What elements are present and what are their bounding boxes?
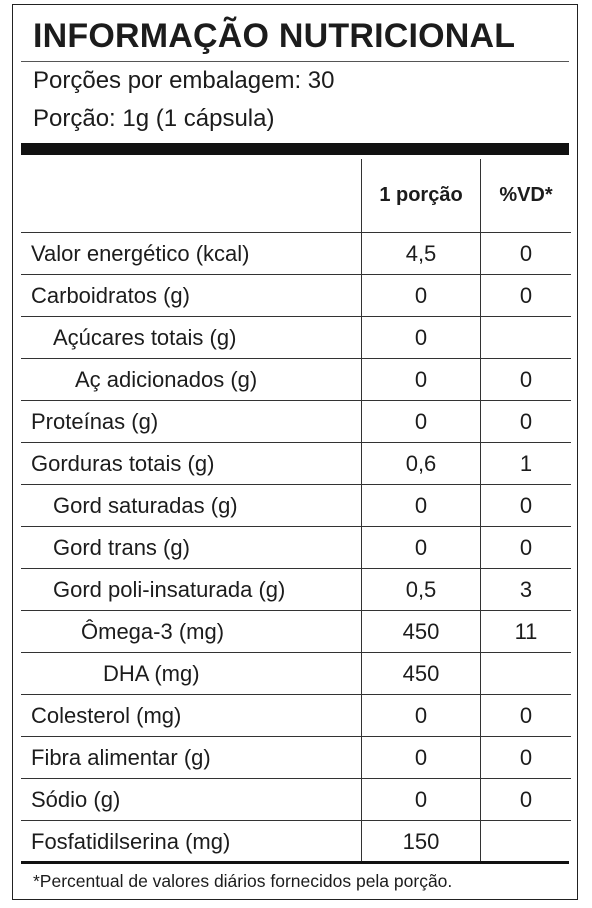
nutrient-portion: 150: [361, 820, 481, 862]
nutrient-name: Sódio (g): [21, 778, 362, 821]
nutrient-dv: [480, 652, 571, 695]
nutrient-name: Aç adicionados (g): [21, 358, 362, 401]
nutrient-name: Gorduras totais (g): [21, 442, 362, 485]
header-dv: %VD*: [480, 159, 571, 233]
nutrient-portion: 0: [361, 694, 481, 737]
table-header-row: 1 porção %VD*: [21, 159, 571, 233]
nutrient-name: Gord saturadas (g): [21, 484, 362, 527]
table-row: Ômega-3 (mg) 450 11: [21, 610, 571, 653]
nutrient-portion: 0: [361, 316, 481, 359]
nutrient-portion: 450: [361, 610, 481, 653]
table-row: Gord saturadas (g) 0 0: [21, 484, 571, 527]
nutrient-dv: [480, 820, 571, 862]
title-divider: [21, 61, 569, 62]
table-row: Fosfatidilserina (mg) 150: [21, 820, 571, 862]
table-row: Colesterol (mg) 0 0: [21, 694, 571, 737]
table-row: Açúcares totais (g) 0: [21, 316, 571, 359]
nutrient-dv: 0: [480, 232, 571, 275]
nutrient-dv: 0: [480, 778, 571, 821]
thick-divider: [21, 143, 569, 155]
nutrient-dv: 0: [480, 484, 571, 527]
nutrient-portion: 0: [361, 736, 481, 779]
nutrient-name: Colesterol (mg): [21, 694, 362, 737]
nutrient-name: Açúcares totais (g): [21, 316, 362, 359]
table-row: DHA (mg) 450: [21, 652, 571, 695]
nutrition-facts-label: INFORMAÇÃO NUTRICIONAL Porções por embal…: [12, 4, 578, 900]
table-row: Carboidratos (g) 0 0: [21, 274, 571, 317]
nutrient-portion: 0,5: [361, 568, 481, 611]
table-row: Proteínas (g) 0 0: [21, 400, 571, 443]
nutrient-portion: 0: [361, 484, 481, 527]
serving-size: Porção: 1g (1 cápsula): [33, 105, 275, 132]
nutrient-name: Fosfatidilserina (mg): [31, 828, 231, 854]
nutrient-portion: 0: [361, 400, 481, 443]
nutrient-name: Proteínas (g): [21, 400, 362, 443]
nutrient-portion: 0,6: [361, 442, 481, 485]
nutrient-portion: 0: [361, 778, 481, 821]
table-row: Aç adicionados (g) 0 0: [21, 358, 571, 401]
nutrient-name: Gord poli-insaturada (g): [21, 568, 362, 611]
table-row: Gorduras totais (g) 0,6 1: [21, 442, 571, 485]
nutrient-name: DHA (mg): [21, 652, 362, 695]
nutrient-name: Ômega-3 (mg): [21, 610, 362, 653]
header-portion: 1 porção: [361, 159, 481, 233]
nutrient-dv: 0: [480, 736, 571, 779]
nutrient-dv: 0: [480, 358, 571, 401]
nutrient-dv: 11: [480, 610, 571, 653]
nutrient-dv: 0: [480, 400, 571, 443]
nutrient-portion: 0: [361, 358, 481, 401]
nutrient-portion: 0: [361, 526, 481, 569]
nutrition-table: 1 porção %VD* Valor energético (kcal) 4,…: [21, 159, 571, 862]
nutrient-name: Gord trans (g): [21, 526, 362, 569]
nutrient-name: Valor energético (kcal): [21, 232, 362, 275]
nutrient-portion: 0: [361, 274, 481, 317]
table-row: Gord trans (g) 0 0: [21, 526, 571, 569]
table-row: Valor energético (kcal) 4,5 0: [21, 232, 571, 275]
nutrient-dv: 0: [480, 274, 571, 317]
nutrient-dv: 0: [480, 694, 571, 737]
nutrient-name: Fibra alimentar (g): [21, 736, 362, 779]
nutrient-dv: 0: [480, 526, 571, 569]
footer-divider: [21, 861, 569, 864]
footnote: *Percentual de valores diários fornecido…: [33, 871, 453, 891]
servings-per-package: Porções por embalagem: 30: [33, 67, 335, 94]
header-name-cell: [21, 159, 362, 233]
nutrient-dv: [480, 316, 571, 359]
nutrient-portion: 450: [361, 652, 481, 695]
nutrient-portion: 4,5: [361, 232, 481, 275]
label-title: INFORMAÇÃO NUTRICIONAL: [33, 17, 516, 55]
nutrient-dv: 3: [480, 568, 571, 611]
nutrient-dv: 1: [480, 442, 571, 485]
table-row: Sódio (g) 0 0: [21, 778, 571, 821]
table-row: Fibra alimentar (g) 0 0: [21, 736, 571, 779]
table-row: Gord poli-insaturada (g) 0,5 3: [21, 568, 571, 611]
nutrient-name: Carboidratos (g): [21, 274, 362, 317]
